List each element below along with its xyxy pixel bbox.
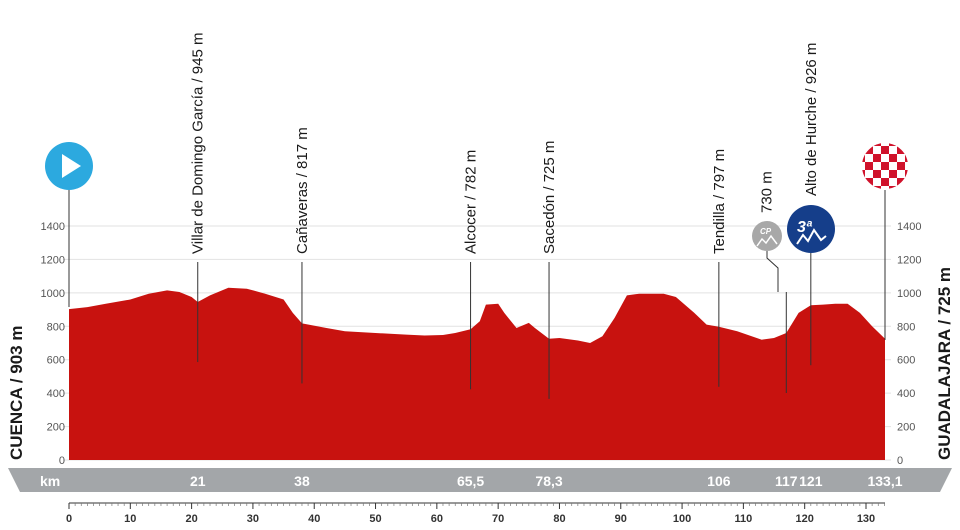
- y-tick-label: 200: [897, 422, 915, 434]
- y-tick-label: 200: [47, 422, 65, 434]
- poi-label: Cañaveras / 817 m: [294, 127, 311, 254]
- cat3-badge-text: 3ª: [797, 219, 813, 236]
- y-axis-left: 0 200 400 600 800 1000 1200 1400: [41, 221, 65, 467]
- x-tick-label: 70: [492, 513, 504, 525]
- x-tick-label: 40: [308, 513, 320, 525]
- mountain-cp-icon: CP: [752, 221, 782, 251]
- y-tick-label: 0: [59, 455, 65, 467]
- y-tick-label: 1400: [897, 221, 921, 233]
- x-tick-label: 100: [673, 513, 691, 525]
- y-tick-label: 1000: [897, 288, 921, 300]
- x-tick-label: 60: [431, 513, 443, 525]
- km-marker-label: 21: [190, 473, 206, 489]
- x-tick-label: 80: [553, 513, 565, 525]
- km-marker-label: 106: [707, 473, 731, 489]
- y-tick-label: 1400: [41, 221, 65, 233]
- cp-pointer-line: [766, 251, 779, 292]
- checkered-flag-icon: [860, 141, 910, 191]
- y-tick-label: 600: [897, 355, 915, 367]
- y-tick-label: 1200: [41, 254, 65, 266]
- y-tick-label: 800: [47, 321, 65, 333]
- y-axis-right: 0 200 400 600 800 1000 1200 1400: [897, 221, 921, 467]
- y-tick-label: 800: [897, 321, 915, 333]
- x-tick-label: 20: [185, 513, 197, 525]
- poi-label: Sacedón / 725 m: [541, 141, 558, 254]
- x-axis-ticks: 0 10 20 30 40 50 60 70 80 90 100 110 120 130: [66, 502, 885, 525]
- y-tick-label: 400: [897, 388, 915, 400]
- x-tick-label: 90: [615, 513, 627, 525]
- cp-badge-text: CP: [760, 227, 772, 236]
- x-tick-label: 110: [735, 513, 753, 525]
- x-tick-label: 50: [369, 513, 381, 525]
- poi-label: Tendilla / 797 m: [711, 149, 728, 254]
- y-tick-label: 400: [47, 388, 65, 400]
- play-icon: [45, 142, 93, 190]
- start-city-label: CUENCA / 903 m: [7, 326, 26, 460]
- km-bar-label: km: [40, 473, 60, 489]
- km-marker-label: 65,5: [457, 473, 484, 489]
- x-tick-label: 130: [857, 513, 875, 525]
- km-marker-label: 78,3: [535, 473, 562, 489]
- y-tick-label: 1000: [41, 288, 65, 300]
- poi-label: Alcocer / 782 m: [463, 150, 480, 254]
- mountain-cat3-icon: 3ª: [787, 205, 835, 253]
- poi-lines: [197, 253, 812, 399]
- km-marker-label: 117: [775, 473, 798, 489]
- x-tick-label: 0: [66, 513, 72, 525]
- poi-label: Alto de Hurche / 926 m: [803, 43, 820, 196]
- km-markers: 21 38 65,5 78,3 106 117 121 133,1: [190, 473, 903, 489]
- x-tick-label: 120: [796, 513, 814, 525]
- y-tick-label: 1200: [897, 254, 921, 266]
- km-marker-label: 133,1: [867, 473, 902, 489]
- y-tick-label: 600: [47, 355, 65, 367]
- km-marker-label: 121: [799, 473, 823, 489]
- x-tick-label: 30: [247, 513, 259, 525]
- x-tick-label: 10: [124, 513, 136, 525]
- y-tick-label: 0: [897, 455, 903, 467]
- km-bar: [8, 468, 952, 492]
- poi-label: 730 m: [758, 171, 775, 213]
- km-marker-label: 38: [294, 473, 310, 489]
- finish-city-label: GUADALAJARA / 725 m: [935, 267, 954, 460]
- elevation-profile-area: [69, 287, 885, 460]
- poi-label: Villar de Domingo García / 945 m: [190, 33, 207, 255]
- poi-labels: Villar de Domingo García / 945 m Cañavera…: [190, 33, 820, 255]
